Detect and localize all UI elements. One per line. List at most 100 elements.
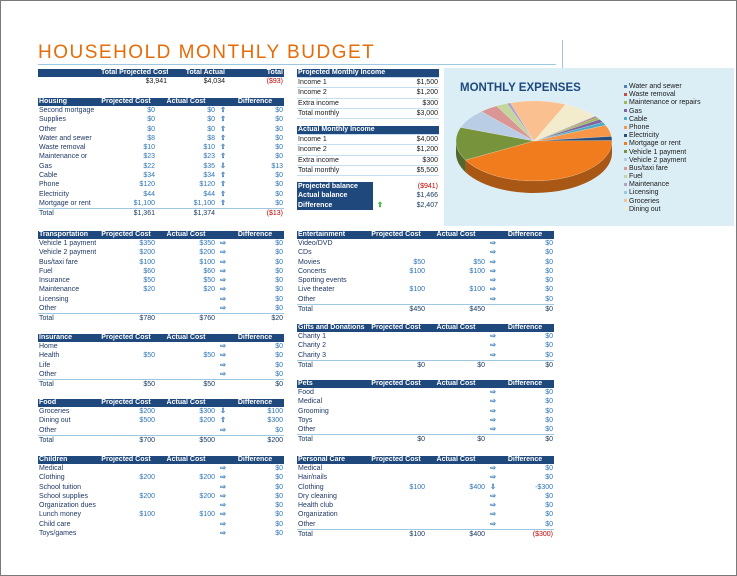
legend-item: Fuel bbox=[624, 173, 701, 181]
arrow-right-icon: ⇨ bbox=[490, 342, 496, 350]
total-label: Total bbox=[297, 529, 366, 540]
row-label: Child care bbox=[39, 520, 71, 528]
total-row: Total $0 $0 $0 bbox=[297, 434, 554, 445]
section-header-row: Children Projected Cost Actual Cost Differe… bbox=[38, 456, 284, 464]
difference: $0 bbox=[275, 352, 283, 360]
total-projected: $100 bbox=[366, 529, 426, 540]
projected-cost bbox=[366, 501, 426, 510]
arrow-right-icon: ⇨ bbox=[490, 520, 496, 528]
total-actual: $450 bbox=[426, 304, 486, 315]
total-row: Total $450 $450 $0 bbox=[297, 304, 554, 315]
actual-cost bbox=[156, 342, 216, 351]
difference-value: $2,407 bbox=[416, 201, 438, 209]
difference: $0 bbox=[275, 181, 283, 189]
projected-cost bbox=[366, 239, 426, 248]
legend-swatch bbox=[624, 207, 627, 211]
actual-cost: $23 bbox=[203, 153, 215, 161]
arrow-right-icon: ⇨ bbox=[220, 305, 226, 313]
projected-cost: $60 bbox=[143, 267, 155, 275]
difference-header: Difference bbox=[226, 456, 284, 464]
actual-cost: $50 bbox=[203, 352, 215, 360]
legend-item: Mortgage or rent bbox=[624, 140, 701, 148]
actual-cost bbox=[156, 370, 216, 380]
row-label: Life bbox=[39, 361, 51, 369]
row-label: Supplies bbox=[39, 116, 66, 124]
row-label: Charity 3 bbox=[298, 351, 327, 359]
food-table: Food Projected Cost Actual Cost Difference G… bbox=[38, 399, 284, 446]
income-total-label: Total monthly bbox=[297, 165, 397, 177]
total-row: Total $700 $500 $200 bbox=[38, 434, 284, 446]
table-row: Electricity $44 $44 ⇧ $0 bbox=[38, 190, 284, 199]
row-label: Gas bbox=[39, 162, 52, 170]
difference: $0 bbox=[275, 286, 283, 294]
legend-item: Bus/taxi fare bbox=[624, 165, 701, 173]
actual-cost bbox=[426, 501, 486, 510]
difference-label: Difference bbox=[297, 200, 373, 210]
table-row: Dry cleaning ⇨ $0 bbox=[297, 492, 554, 501]
legend-label: Water and sewer bbox=[629, 83, 682, 90]
income-value: $300 bbox=[397, 155, 439, 166]
row-label: Medical bbox=[298, 465, 323, 472]
arrow-right-icon: ⇨ bbox=[220, 295, 226, 303]
legend-swatch bbox=[624, 109, 627, 113]
difference: $0 bbox=[275, 190, 283, 198]
summary-values-row: $3,941 $4,034 ($93) bbox=[38, 77, 284, 86]
projected-cost: $200 bbox=[139, 249, 155, 257]
page-title: HOUSEHOLD MONTHLY BUDGET bbox=[38, 42, 376, 63]
total-actual: $760 bbox=[156, 313, 216, 324]
income-label: Income 1 bbox=[297, 77, 397, 89]
total-projected: $50 bbox=[96, 379, 156, 390]
insurance-table: Insurance Projected Cost Actual Cost Differ… bbox=[38, 334, 284, 390]
row-label: Maintenance or bbox=[39, 153, 88, 161]
income-label: Income 2 bbox=[297, 87, 397, 99]
projected-cost-header: Projected Cost bbox=[96, 334, 156, 342]
legend-item: Phone bbox=[624, 124, 701, 132]
row-label: Other bbox=[298, 295, 316, 303]
total-actual: $500 bbox=[156, 434, 216, 446]
difference: $0 bbox=[545, 511, 553, 519]
actual-cost bbox=[426, 520, 486, 530]
arrow-right-icon: ⇨ bbox=[220, 474, 226, 482]
title-divider bbox=[562, 40, 563, 76]
projected-cost: $1,100 bbox=[133, 199, 155, 207]
row-label: Charity 1 bbox=[298, 333, 327, 340]
actual-cost bbox=[426, 416, 486, 425]
table-row: Mortgage or rent $1,100 $1,100 ⇧ $0 bbox=[38, 199, 284, 209]
arrow-right-icon: ⇨ bbox=[220, 361, 226, 369]
projected-cost bbox=[96, 520, 156, 529]
section-title: Gifts and Donations bbox=[297, 324, 366, 332]
legend-label: Licensing bbox=[629, 189, 659, 197]
table-row: Gas $22 $35 ⇩ $13 bbox=[38, 162, 284, 171]
row-label: Other bbox=[39, 305, 57, 313]
income-label: Income 1 bbox=[297, 134, 397, 146]
arrow-right-icon: ⇨ bbox=[220, 258, 226, 266]
legend-item: Licensing bbox=[624, 189, 701, 197]
legend-swatch bbox=[624, 191, 627, 195]
projected-cost: $200 bbox=[139, 408, 155, 415]
arrow-right-icon: ⇨ bbox=[490, 333, 496, 340]
total-difference: $0 bbox=[496, 434, 554, 445]
total-row: Total $0 $0 $0 bbox=[297, 359, 554, 371]
income-value: $300 bbox=[397, 98, 439, 109]
pets-table: Pets Projected Cost Actual Cost Difference F… bbox=[297, 380, 554, 445]
arrow-right-icon: ⇨ bbox=[220, 343, 226, 350]
arrow-right-icon: ⇨ bbox=[220, 352, 226, 360]
gifts-table: Gifts and Donations Projected Cost Actual … bbox=[297, 324, 554, 371]
actual-cost bbox=[156, 529, 216, 538]
legend-swatch bbox=[624, 141, 627, 145]
arrow-right-icon: ⇨ bbox=[220, 492, 226, 500]
title-underline bbox=[38, 64, 556, 65]
section-header-row: Gifts and Donations Projected Cost Actual … bbox=[297, 324, 554, 332]
row-label: School supplies bbox=[39, 492, 89, 500]
arrow-up-icon: ⇧ bbox=[220, 199, 226, 207]
legend-item: Dining out bbox=[624, 206, 701, 214]
actual-cost: $200 bbox=[199, 249, 215, 257]
legend-label: Waste removal bbox=[629, 91, 676, 99]
table-row: Charity 1 ⇨ $0 bbox=[297, 332, 554, 341]
legend-swatch bbox=[624, 84, 627, 88]
total-projected: $780 bbox=[96, 313, 156, 324]
row-label: Organization dues bbox=[39, 502, 96, 510]
pie-slice bbox=[455, 127, 535, 161]
table-row: Other $0 $0 ⇧ $0 bbox=[38, 125, 284, 134]
actual-cost: $50 bbox=[473, 258, 485, 266]
